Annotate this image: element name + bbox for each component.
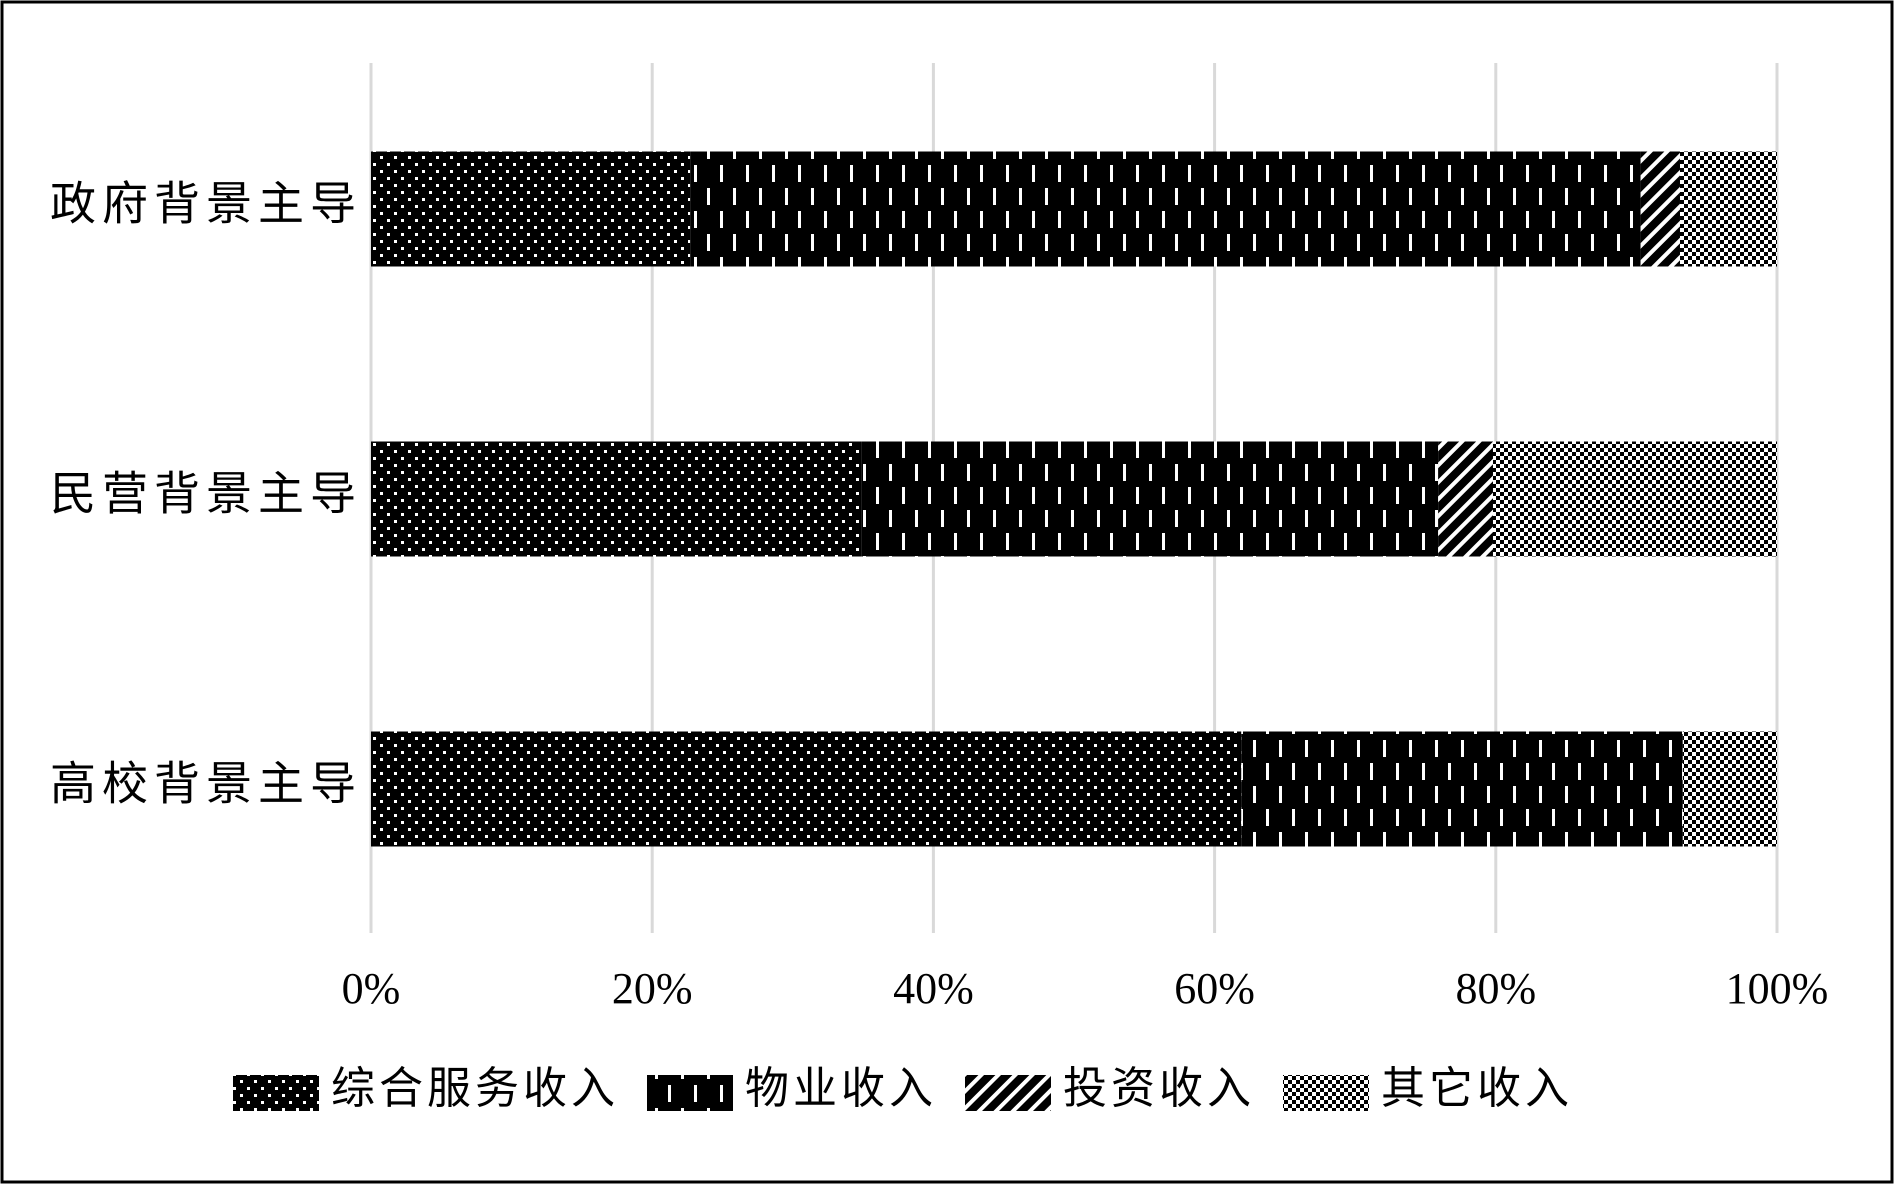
bar-segment (1241, 731, 1683, 847)
bar-segment (371, 731, 1242, 847)
bar-segment (690, 151, 1641, 267)
legend-swatch (647, 1075, 733, 1111)
bar-segment (1492, 441, 1777, 557)
bar-segment (371, 441, 862, 557)
legend-label: 其它收入 (1381, 1064, 1573, 1113)
legend-swatch (1283, 1075, 1369, 1111)
x-tick-label: 60% (1174, 964, 1255, 1013)
legend-label: 综合服务收入 (331, 1064, 619, 1113)
y-tick-label: 高校背景主导 (50, 759, 362, 810)
legend-label: 物业收入 (745, 1064, 937, 1113)
legend-label: 投资收入 (1063, 1064, 1255, 1113)
x-tick-label: 0% (342, 964, 401, 1013)
x-tick-label: 100% (1726, 964, 1829, 1013)
bar-segment (371, 151, 691, 267)
legend-swatch (233, 1075, 319, 1111)
y-tick-label: 政府背景主导 (50, 179, 362, 230)
bar-segment (861, 441, 1439, 557)
y-tick-label: 民营背景主导 (50, 469, 362, 520)
bar-segment (1679, 151, 1777, 267)
x-tick-label: 20% (612, 964, 693, 1013)
bar-segment (1682, 731, 1777, 847)
legend-swatch (965, 1075, 1051, 1111)
x-tick-label: 40% (893, 964, 974, 1013)
bar-segment (1438, 441, 1493, 557)
bar-segment (1640, 151, 1680, 267)
x-tick-label: 80% (1455, 964, 1536, 1013)
